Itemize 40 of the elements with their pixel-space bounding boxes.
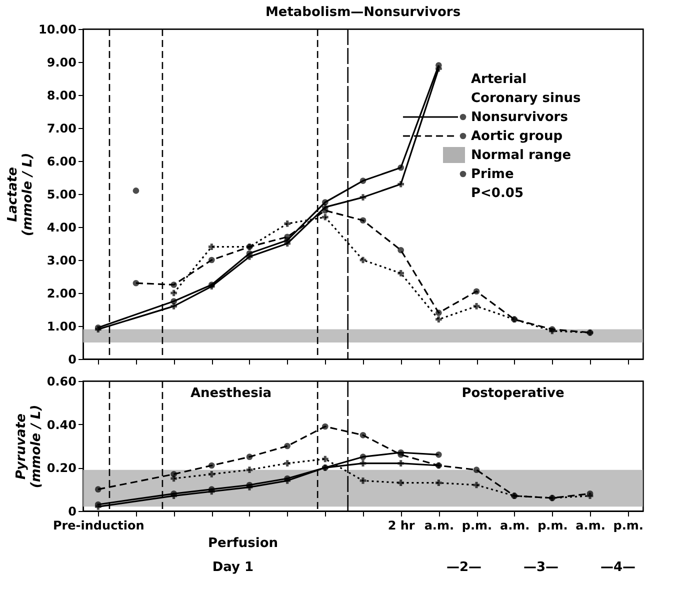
y-tick-label: 8.00 xyxy=(46,88,76,102)
x-tick-label: a.m. xyxy=(424,518,454,532)
legend-label: Prime xyxy=(471,167,514,182)
x-tick-label: p.m. xyxy=(613,518,644,532)
x-tick-label: p.m. xyxy=(462,518,492,532)
y-tick-label: 5.00 xyxy=(46,188,76,202)
y-tick-label: 3.00 xyxy=(46,254,76,268)
y-tick-label: 10.00 xyxy=(38,22,76,36)
legend-label: Normal range xyxy=(471,148,572,163)
text: —4— xyxy=(600,560,636,575)
x-tick-label: a.m. xyxy=(576,518,606,532)
text: —2— xyxy=(446,560,482,575)
x-tick-label: 2 hr xyxy=(388,518,415,532)
x-tick-label: p.m. xyxy=(538,518,568,532)
y-tick-label: 6.00 xyxy=(46,154,76,168)
annotation: Arterial xyxy=(471,72,527,87)
text: Perfusion xyxy=(208,536,278,551)
y-tick-label: 1.00 xyxy=(46,320,76,334)
y-tick-label: 0.20 xyxy=(46,461,76,476)
annotation: Coronary sinus xyxy=(471,91,581,106)
y-tick-label: 9.00 xyxy=(46,56,76,70)
annotation: Anesthesia xyxy=(190,386,272,401)
x-tick-label: Pre-induction xyxy=(52,518,144,532)
y-tick-label: 0.40 xyxy=(46,418,76,432)
y-tick-label: 0.60 xyxy=(46,374,76,388)
y-tick-label: 0 xyxy=(68,352,76,366)
y-axis-title: Pyruvate (mmole / L) xyxy=(14,404,44,488)
y-tick-label: 7.00 xyxy=(46,122,76,136)
y-tick-label: 2.00 xyxy=(46,286,76,300)
chart-title: Metabolism—Nonsurvivors xyxy=(265,5,461,20)
y-tick-label: 4.00 xyxy=(46,220,76,234)
x-tick-label: a.m. xyxy=(500,518,530,532)
legend-label: Nonsurvivors xyxy=(471,110,568,125)
text: —3— xyxy=(523,560,559,575)
annotation: Postoperative xyxy=(462,386,564,401)
text: Day 1 xyxy=(212,560,254,575)
y-axis-title: Lactate (mmole / L) xyxy=(6,152,36,236)
y-tick-label: 0 xyxy=(68,504,76,518)
annotation: P<0.05 xyxy=(471,186,524,201)
legend-label: Aortic group xyxy=(471,129,563,144)
